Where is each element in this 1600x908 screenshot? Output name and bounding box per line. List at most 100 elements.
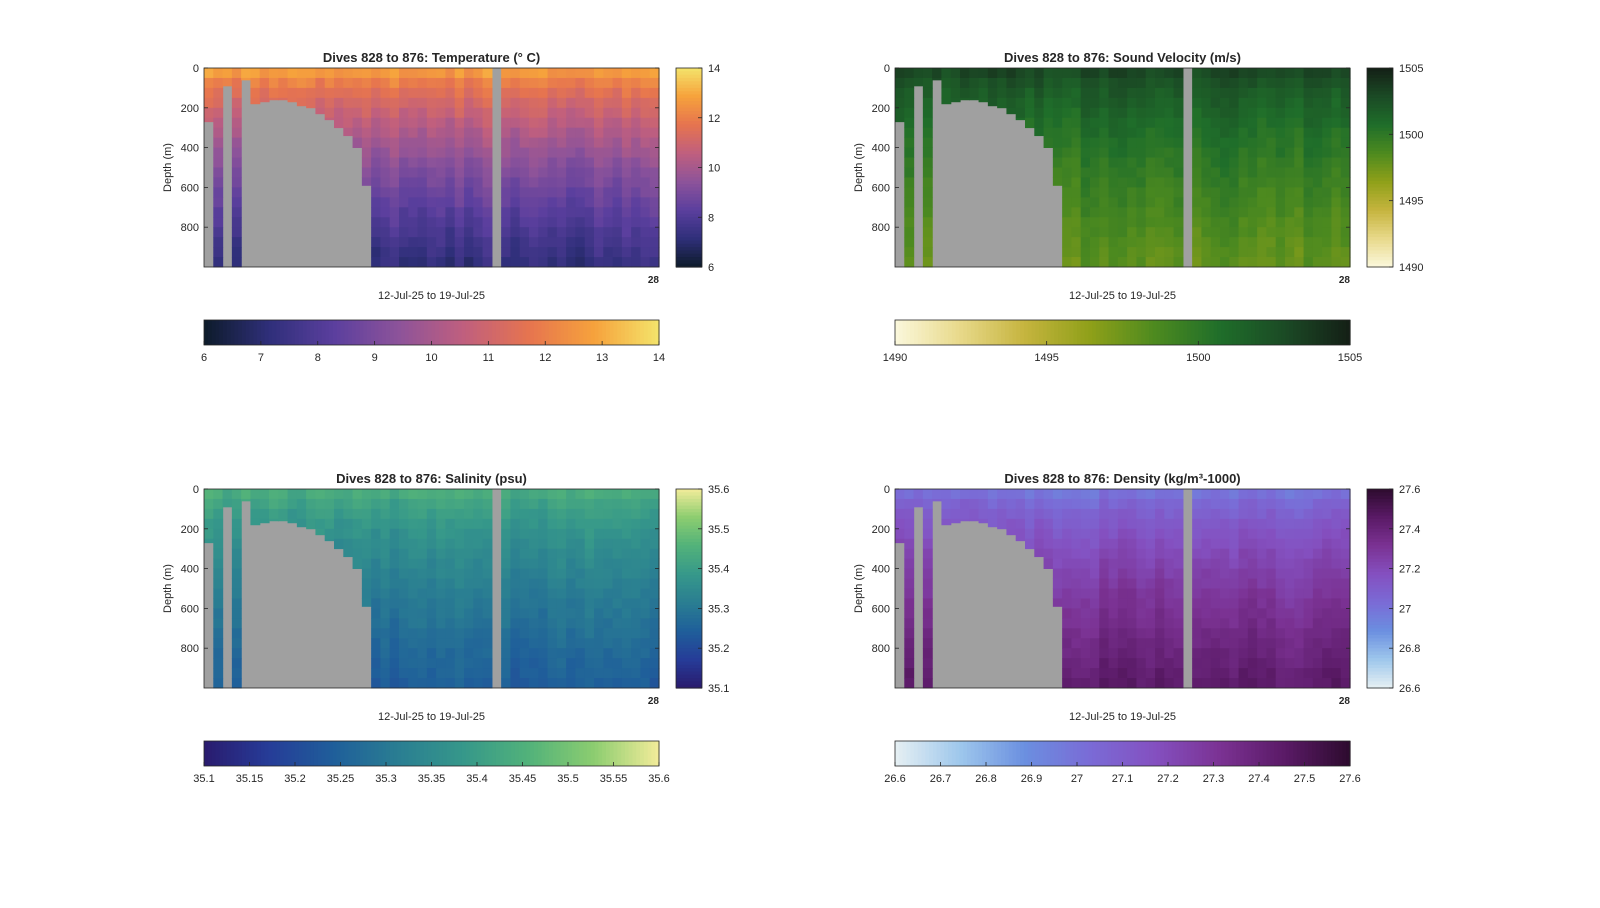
data-cell	[1331, 578, 1342, 589]
dive-column	[296, 489, 307, 528]
data-cell	[1331, 167, 1342, 178]
data-cell	[997, 489, 1008, 500]
colorbar-segment	[1270, 320, 1275, 345]
data-cell	[904, 538, 915, 550]
data-cell	[1238, 588, 1249, 599]
data-cell	[594, 117, 604, 129]
data-cell	[895, 538, 905, 544]
data-cell	[594, 167, 604, 178]
y-tick-label: 0	[884, 63, 890, 75]
data-cell	[510, 87, 521, 99]
data-cell	[213, 489, 224, 500]
data-cell	[231, 578, 242, 589]
data-cell	[473, 167, 484, 178]
data-cell	[1322, 107, 1333, 119]
data-cell	[334, 107, 344, 119]
colorbar-segment	[1160, 320, 1165, 345]
data-cell	[1052, 87, 1063, 99]
data-cell	[1340, 227, 1351, 238]
data-cell	[529, 648, 539, 659]
colorbar-segment	[404, 741, 410, 766]
data-cell	[231, 107, 242, 119]
data-cell	[1192, 227, 1203, 238]
data-cell	[501, 489, 512, 500]
data-cell	[1331, 628, 1342, 639]
data-cell	[1117, 498, 1128, 510]
data-cell	[380, 618, 391, 629]
data-cell	[445, 508, 456, 520]
data-cell	[997, 97, 1008, 109]
data-cell	[426, 489, 437, 500]
colorbar-segment	[325, 320, 330, 345]
data-cell	[445, 588, 456, 599]
data-cell	[584, 489, 595, 500]
data-cell	[1229, 107, 1240, 119]
colorbar-segment	[204, 320, 209, 345]
data-cell	[612, 257, 623, 268]
data-cell	[501, 127, 512, 139]
dive-column	[204, 489, 214, 544]
data-cell	[334, 77, 344, 89]
data-cell	[895, 489, 905, 500]
data-cell	[464, 147, 474, 158]
colorbar-segment	[241, 320, 247, 345]
dive-column	[1312, 489, 1323, 689]
data-cell	[1136, 568, 1147, 579]
data-cell	[1247, 177, 1258, 188]
data-cell	[1155, 227, 1165, 238]
data-cell	[399, 678, 409, 689]
data-cell	[1294, 678, 1305, 689]
data-cell	[464, 638, 474, 649]
data-cell	[464, 518, 474, 530]
colorbar-segment	[412, 741, 417, 766]
data-cell	[1312, 618, 1323, 629]
data-cell	[1275, 227, 1286, 238]
data-cell	[389, 87, 400, 99]
data-cell	[464, 217, 474, 228]
data-cell	[950, 498, 961, 510]
colorbar-segment	[676, 243, 702, 248]
data-cell	[556, 648, 567, 659]
data-cell	[1275, 608, 1286, 619]
colorbar-segment	[370, 320, 376, 345]
colorbar-segment	[1367, 674, 1393, 679]
data-cell	[436, 247, 447, 258]
colorbar-segment	[1367, 601, 1393, 606]
data-cell	[445, 678, 456, 689]
data-cell	[371, 618, 382, 629]
colorbar-segment	[1050, 320, 1055, 345]
data-cell	[1331, 257, 1342, 268]
data-cell	[1331, 187, 1342, 198]
data-cell	[1340, 678, 1351, 689]
data-cell	[1090, 508, 1100, 520]
data-cell	[1257, 498, 1268, 510]
data-cell	[1285, 217, 1295, 228]
colorbar-segment	[1367, 624, 1393, 629]
data-cell	[389, 237, 400, 248]
data-cell	[389, 498, 400, 510]
data-cell	[501, 207, 512, 218]
data-cell	[1220, 538, 1230, 550]
data-cell	[922, 68, 933, 79]
data-cell	[594, 257, 604, 268]
data-cell	[1285, 518, 1295, 530]
data-cell	[1155, 588, 1165, 599]
data-cell	[278, 77, 289, 89]
data-cell	[1043, 127, 1054, 139]
data-cell	[464, 187, 474, 198]
colorbar-segment	[676, 561, 702, 566]
data-cell	[566, 508, 577, 520]
data-cell	[1238, 558, 1249, 569]
colorbar-segment	[586, 741, 592, 766]
colorbar-segment	[1217, 320, 1222, 345]
data-cell	[1285, 608, 1295, 619]
data-cell	[1136, 498, 1147, 510]
data-cell	[584, 117, 595, 129]
data-cell	[1192, 127, 1203, 139]
data-cell	[538, 498, 549, 510]
colorbar-segment	[477, 320, 482, 345]
dive-column	[352, 68, 363, 148]
dive-column	[482, 68, 493, 268]
data-cell	[408, 237, 419, 248]
data-cell	[950, 508, 961, 520]
